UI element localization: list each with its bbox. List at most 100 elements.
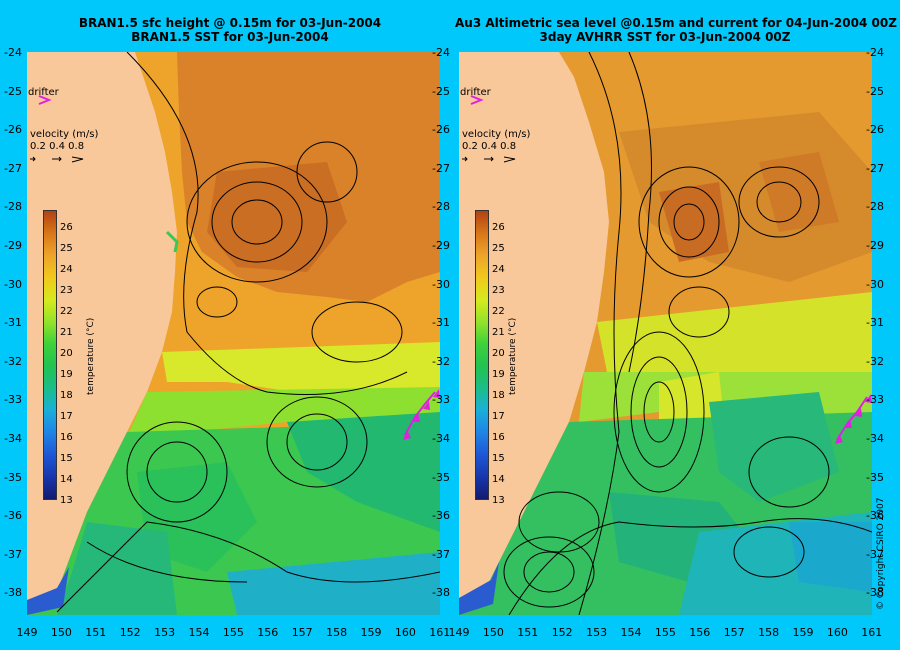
latitude-label: -25 xyxy=(4,84,22,98)
latitude-label: -36 xyxy=(432,509,450,523)
longitude-label: 157 xyxy=(291,626,313,639)
left-title-line1: BRAN1.5 sfc height @ 0.15m for 03-Jun-20… xyxy=(78,16,382,30)
latitude-label: -38 xyxy=(4,586,22,600)
colorbar-tick-label: 17 xyxy=(60,411,73,422)
colorbar-tick-label: 19 xyxy=(60,369,73,380)
colorbar-tick-label: 21 xyxy=(492,327,505,338)
colorbar-tick-label: 23 xyxy=(60,285,73,296)
latitude-label: -37 xyxy=(432,547,450,561)
latitude-label: -24 xyxy=(432,46,450,59)
longitude-label: 158 xyxy=(758,626,780,639)
latitude-label: -29 xyxy=(866,239,884,252)
latitude-label: -31 xyxy=(432,316,450,330)
colorbar-tick-label: 14 xyxy=(492,474,505,485)
left-velocity-title: velocity (m/s) xyxy=(30,129,99,140)
colorbar-tick-label: 15 xyxy=(492,453,505,464)
latitude-label: -30 xyxy=(432,277,450,291)
right-map-svg xyxy=(459,52,872,615)
latitude-label: -29 xyxy=(4,239,22,252)
colorbar-tick-label: 26 xyxy=(492,222,505,233)
colorbar-tick-label: 15 xyxy=(60,453,73,464)
longitude-label: 154 xyxy=(188,626,210,639)
latitude-label: -31 xyxy=(4,316,22,330)
colorbar-tick-label: 23 xyxy=(492,285,505,296)
latitude-label: -33 xyxy=(432,393,450,407)
latitude-label: -33 xyxy=(866,393,884,407)
latitude-label: -37 xyxy=(4,547,22,561)
latitude-label: -35 xyxy=(4,470,22,484)
longitude-label: 150 xyxy=(50,626,72,639)
longitude-label: 154 xyxy=(620,626,642,639)
latitude-label: -32 xyxy=(432,354,450,368)
colorbar-tick-label: 20 xyxy=(492,348,505,359)
longitude-label: 155 xyxy=(222,626,244,639)
longitude-label: 158 xyxy=(326,626,348,639)
latitude-label: -38 xyxy=(866,586,884,600)
latitude-label: -32 xyxy=(4,354,22,368)
longitude-label: 152 xyxy=(551,626,573,639)
latitude-label: -35 xyxy=(432,470,450,484)
longitude-label: 160 xyxy=(394,626,416,639)
latitude-label: -25 xyxy=(432,84,450,98)
right-velocity-values: 0.2 0.4 0.8 xyxy=(462,141,517,152)
longitude-label: 149 xyxy=(448,626,470,639)
colorbar-tick-label: 16 xyxy=(492,432,505,443)
latitude-label: -26 xyxy=(4,123,22,137)
right-colorbar-title: temperature (°C) xyxy=(508,317,518,395)
longitude-label: 149 xyxy=(16,626,38,639)
right-title-line1: Au3 Altimetric sea level @0.15m and curr… xyxy=(455,16,897,30)
left-velocity-values: 0.2 0.4 0.8 xyxy=(30,141,85,152)
longitude-label: 157 xyxy=(723,626,745,639)
latitude-label: -26 xyxy=(432,123,450,137)
right-panel-title: Au3 Altimetric sea level @0.15m and curr… xyxy=(455,16,897,44)
colorbar-tick-label: 13 xyxy=(492,495,505,506)
colorbar-tick-label: 16 xyxy=(60,432,73,443)
longitude-label: 153 xyxy=(586,626,608,639)
left-map-svg xyxy=(27,52,440,615)
latitude-label: -33 xyxy=(4,393,22,407)
colorbar-tick-label: 17 xyxy=(492,411,505,422)
longitude-label: 151 xyxy=(517,626,539,639)
longitude-label: 155 xyxy=(654,626,676,639)
left-map xyxy=(27,52,440,615)
longitude-label: 160 xyxy=(826,626,848,639)
latitude-label: -24 xyxy=(866,46,884,59)
longitude-label: 156 xyxy=(689,626,711,639)
right-map xyxy=(459,52,872,615)
latitude-label: -27 xyxy=(4,161,22,175)
longitude-label: 152 xyxy=(119,626,141,639)
latitude-label: -32 xyxy=(866,354,884,368)
latitude-label: -25 xyxy=(866,84,884,98)
colorbar-tick-label: 18 xyxy=(60,390,73,401)
latitude-label: -26 xyxy=(866,123,884,137)
right-title-line2: 3day AVHRR SST for 03-Jun-2004 00Z xyxy=(539,30,791,44)
longitude-label: 159 xyxy=(792,626,814,639)
latitude-label: -38 xyxy=(432,586,450,600)
left-colorbar-title: temperature (°C) xyxy=(86,317,96,395)
latitude-label: -28 xyxy=(866,200,884,214)
right-colorbar xyxy=(475,210,489,500)
latitude-label: -29 xyxy=(432,239,450,252)
latitude-label: -34 xyxy=(432,432,450,445)
latitude-label: -28 xyxy=(432,200,450,214)
colorbar-tick-label: 20 xyxy=(60,348,73,359)
latitude-label: -27 xyxy=(432,161,450,175)
latitude-label: -27 xyxy=(866,161,884,175)
colorbar-tick-label: 13 xyxy=(60,495,73,506)
colorbar-tick-label: 25 xyxy=(60,243,73,254)
latitude-label: -37 xyxy=(866,547,884,561)
right-velocity-title: velocity (m/s) xyxy=(462,129,531,140)
longitude-label: 153 xyxy=(154,626,176,639)
longitude-label: 156 xyxy=(257,626,279,639)
colorbar-tick-label: 25 xyxy=(492,243,505,254)
latitude-label: -30 xyxy=(866,277,884,291)
latitude-label: -34 xyxy=(4,432,22,445)
colorbar-tick-label: 22 xyxy=(60,306,73,317)
latitude-label: -28 xyxy=(4,200,22,214)
colorbar-tick-label: 26 xyxy=(60,222,73,233)
left-panel-title: BRAN1.5 sfc height @ 0.15m for 03-Jun-20… xyxy=(20,16,440,44)
left-colorbar xyxy=(43,210,57,500)
longitude-label: 161 xyxy=(429,626,451,639)
colorbar-tick-label: 18 xyxy=(492,390,505,401)
copyright-text: © Copyright CSIRO 2007 xyxy=(876,497,886,610)
